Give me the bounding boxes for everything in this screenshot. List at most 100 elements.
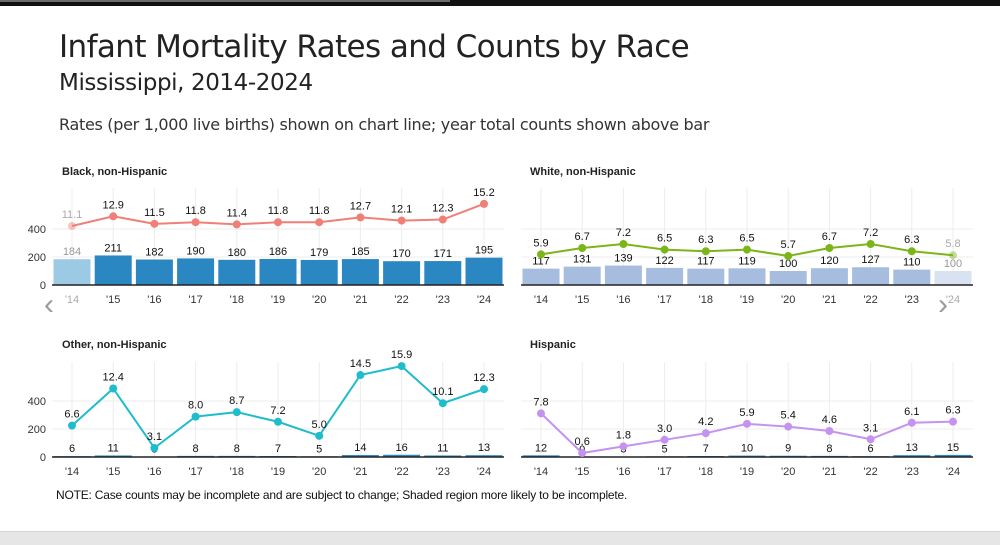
x-tick-label: '21 <box>822 294 836 306</box>
rate-point <box>232 408 241 417</box>
x-tick-label: '18 <box>230 294 244 306</box>
rate-point <box>274 218 282 227</box>
previous-arrow-button[interactable]: ‹ <box>44 290 54 320</box>
panel-title-other: Other, non-Hispanic <box>62 339 167 351</box>
rate-label: 3.1 <box>863 422 878 434</box>
bar-black <box>259 258 297 285</box>
bar-white <box>852 267 890 285</box>
rate-label: 11.1 <box>62 209 83 221</box>
rate-point <box>480 385 488 394</box>
rate-point <box>109 384 118 393</box>
bar-black <box>135 259 173 285</box>
bar-other <box>341 455 379 457</box>
bar-other <box>383 454 421 457</box>
rate-label: 12.7 <box>350 200 371 212</box>
bar-count-label: 120 <box>820 255 838 267</box>
rate-label: 4.2 <box>698 416 713 428</box>
bar-black <box>465 257 503 285</box>
bar-count-label: 119 <box>738 255 756 267</box>
x-tick-label: '16 <box>616 294 630 306</box>
next-arrow-button[interactable]: › <box>938 290 948 320</box>
rate-label: 5.0 <box>312 419 327 431</box>
bar-count-label: 7 <box>703 443 709 455</box>
panel-title-black: Black, non-Hispanic <box>62 166 168 178</box>
bar-black <box>53 259 91 285</box>
bar-count-label: 179 <box>310 247 328 259</box>
x-tick-label: '22 <box>863 466 877 478</box>
x-tick-label: '21 <box>822 466 836 478</box>
rate-point <box>701 247 710 256</box>
chevron-left-icon: ‹ <box>44 288 54 321</box>
rate-label: 12.3 <box>473 372 494 384</box>
rate-point <box>480 199 488 208</box>
bar-black <box>94 255 132 285</box>
x-tick-label: '16 <box>147 466 161 478</box>
x-tick-label: '24 <box>946 466 960 478</box>
bar-other <box>465 455 503 457</box>
rate-label: 11.4 <box>227 207 248 219</box>
bar-white <box>728 268 766 285</box>
chevron-right-icon: › <box>938 288 948 321</box>
x-tick-label: '20 <box>781 466 795 478</box>
bar-white <box>893 269 931 285</box>
rate-label: 3.1 <box>147 431 162 443</box>
rate-label: 8.0 <box>188 400 203 412</box>
bar-black <box>424 261 462 285</box>
x-tick-label: '17 <box>188 466 202 478</box>
bar-count-label: 7 <box>275 443 281 455</box>
rate-point <box>949 417 957 426</box>
rate-label: 15.2 <box>473 187 494 199</box>
rate-point <box>232 220 241 229</box>
bar-count-label: 186 <box>269 246 287 258</box>
bar-count-label: 195 <box>475 245 493 257</box>
bar-count-label: 100 <box>779 258 797 270</box>
page-subtitle: Mississippi, 2014-2024 <box>59 70 313 96</box>
bar-count-label: 6 <box>868 443 874 455</box>
rate-point <box>356 213 365 222</box>
bar-count-label: 12 <box>535 442 547 454</box>
rate-label: 0.6 <box>575 436 590 448</box>
x-tick-label: '17 <box>657 466 671 478</box>
bar-white <box>604 265 642 285</box>
rate-point <box>619 442 628 451</box>
window-top-bar <box>0 0 1000 6</box>
rate-label: 1.8 <box>616 429 631 441</box>
rate-label: 11.8 <box>185 205 206 217</box>
x-tick-label: '23 <box>905 466 919 478</box>
rate-label: 10.1 <box>432 386 453 398</box>
rate-point <box>784 252 793 260</box>
rate-point <box>743 245 751 254</box>
x-tick-label: '15 <box>106 466 120 478</box>
x-tick-label: '19 <box>271 294 285 306</box>
bar-hispanic <box>522 455 560 457</box>
x-tick-label: '20 <box>312 294 326 306</box>
bar-count-label: 13 <box>906 442 918 454</box>
rate-label: 11.8 <box>309 205 330 217</box>
y-tick-label: 400 <box>28 396 46 408</box>
bar-count-label: 14 <box>354 442 366 454</box>
panel-title-white: White, non-Hispanic <box>530 166 636 178</box>
page-title: Infant Mortality Rates and Counts by Rac… <box>59 29 690 65</box>
rate-point <box>68 222 76 230</box>
bar-count-label: 184 <box>63 246 81 258</box>
bar-count-label: 6 <box>69 443 75 455</box>
rate-point <box>578 244 587 252</box>
bar-black <box>218 259 256 285</box>
bar-black <box>341 259 379 285</box>
window-bottom-bar <box>0 531 1000 545</box>
rate-point <box>866 435 875 444</box>
bar-count-label: 15 <box>947 442 959 454</box>
bar-white <box>687 268 725 285</box>
bar-white <box>563 266 601 285</box>
bar-white <box>934 271 972 285</box>
rate-label: 6.5 <box>739 233 754 245</box>
bar-count-label: 185 <box>351 246 369 258</box>
bar-count-label: 211 <box>104 242 122 254</box>
rate-label: 4.6 <box>822 414 837 426</box>
rate-point <box>660 435 669 444</box>
x-tick-label: '24 <box>477 294 491 306</box>
x-tick-label: '19 <box>740 294 754 306</box>
rate-point <box>68 421 76 430</box>
bar-white <box>769 271 807 285</box>
rate-label: 12.1 <box>391 204 412 216</box>
